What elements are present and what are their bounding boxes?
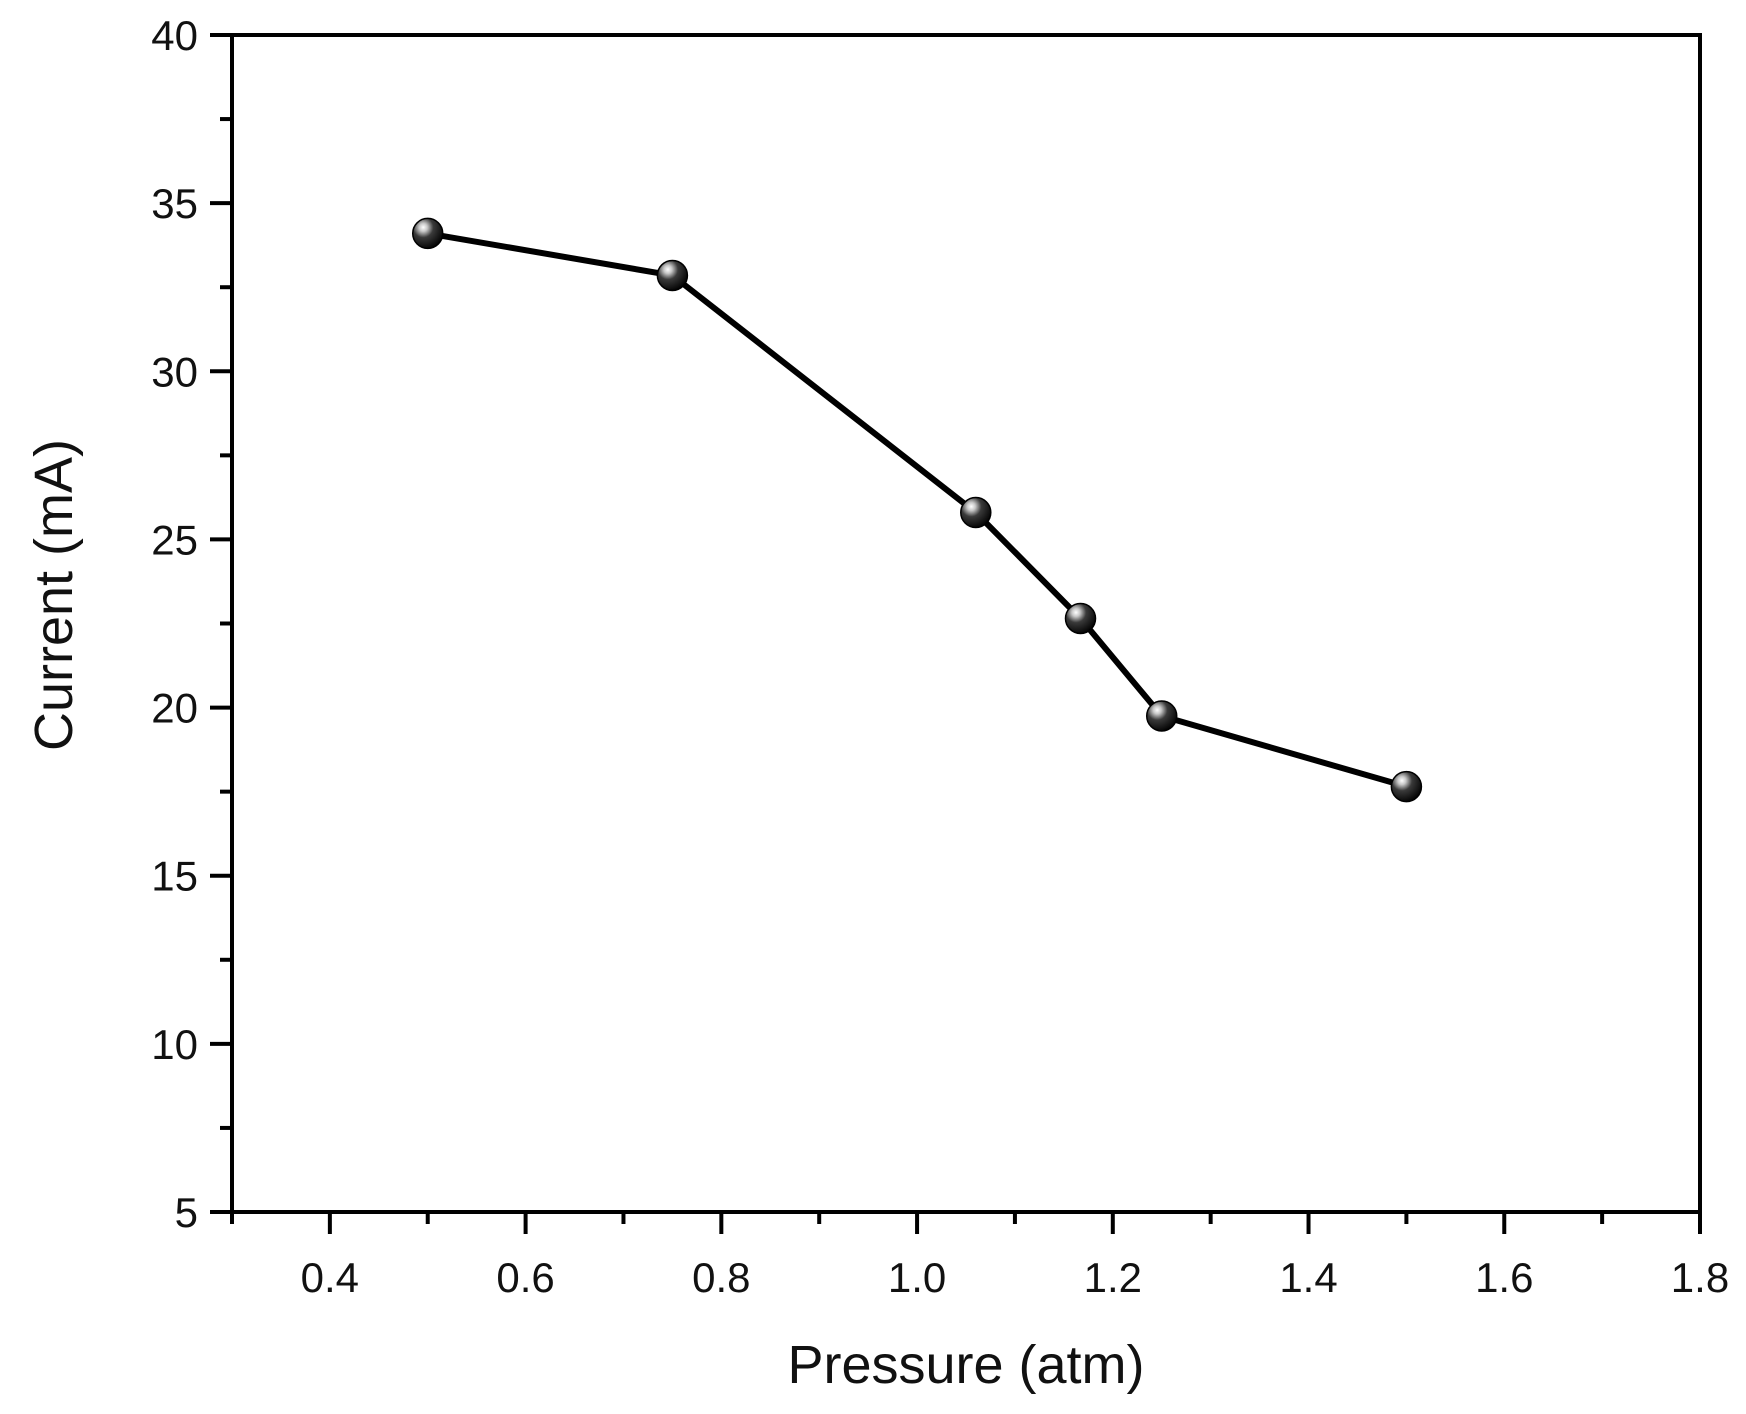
x-tick-label: 0.6 [496,1254,554,1301]
y-axis-label: Current (mA) [24,439,84,751]
series-layer [411,217,1423,803]
y-tick-label: 20 [151,685,198,732]
data-point [411,217,444,250]
data-point [1390,770,1423,803]
x-axis-label: Pressure (atm) [787,1335,1144,1395]
x-tick-label: 1.0 [888,1254,946,1301]
data-point [656,259,689,292]
y-tick-label: 10 [151,1021,198,1068]
x-tick-label: 1.6 [1475,1254,1533,1301]
x-tick-label: 0.4 [301,1254,359,1301]
y-tick-label: 35 [151,180,198,227]
series-line [427,230,1408,790]
x-tick-label: 0.8 [692,1254,750,1301]
x-tick-label: 1.2 [1084,1254,1142,1301]
y-tick-label: 30 [151,348,198,395]
data-point [1145,700,1178,732]
plot-frame [230,33,1702,1214]
x-axis: 0.4 0.6 0.8 1.0 1.2 1.4 1.6 1.8 [230,1212,1729,1301]
data-point [1064,602,1097,635]
data-point [960,496,992,529]
y-tick-label: 15 [151,853,198,900]
y-tick-label: 25 [151,516,198,563]
x-tick-label: 1.4 [1279,1254,1337,1301]
y-tick-label: 5 [175,1189,198,1236]
y-tick-label: 40 [151,12,198,59]
x-tick-label: 1.8 [1671,1254,1729,1301]
y-axis: 5 10 15 20 25 30 35 40 [151,12,232,1236]
